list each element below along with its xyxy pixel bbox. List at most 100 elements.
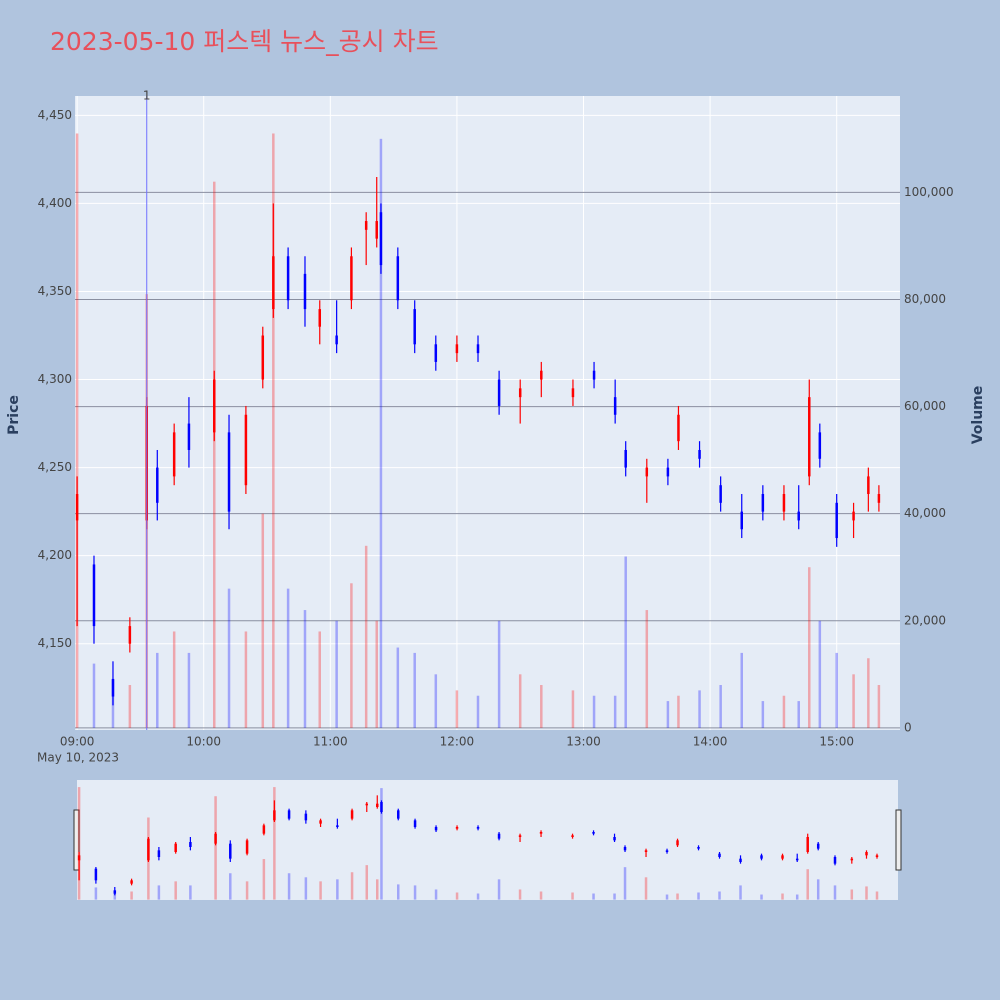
mini-volume-bar [623,867,627,900]
mini-volume-bar [319,881,322,900]
volume-bar [434,674,438,728]
volume-bar [318,631,322,728]
mini-candle-body [613,837,616,841]
mini-volume-bar [875,891,879,900]
y-tick-label: 4,300 [38,372,72,386]
mini-volume-bar [245,881,249,900]
candle-body [852,511,855,521]
mini-candle-body [214,833,217,844]
mini-candle-body [644,850,648,852]
slider-handle-left[interactable] [73,809,80,871]
mini-volume-bar [380,788,383,900]
volume-bar [835,652,838,728]
y2-tick-label: 40,000 [904,506,946,520]
candle-body [364,221,368,230]
volume-bar [92,663,96,728]
mini-volume-bar [455,892,459,900]
mini-candle-body [795,858,799,861]
volume-bar [571,690,575,728]
y2-tick-label: 100,000 [904,185,954,199]
candle-body [303,273,307,310]
volume-bar [740,652,744,728]
mini-candle-body [77,855,81,861]
mini-volume-bar [336,879,339,900]
mini-volume-bar [287,873,291,900]
x-date-label: May 10, 2023 [37,751,119,765]
mini-candle-body [229,843,232,859]
volume-bar [375,620,378,728]
volume-bar [455,690,459,728]
mini-volume-bar [539,891,543,900]
volume-bar [286,588,290,728]
mini-volume-bar [833,885,837,900]
mini-volume-bar [718,891,721,900]
candle-body [75,494,79,521]
candle-body [227,432,231,512]
mini-candle-body [592,832,595,834]
candle-body [455,344,459,354]
mini-candle-body [760,855,763,859]
candle-body [592,370,596,380]
mini-candle-body [94,868,98,881]
y-tick-label: 4,150 [38,636,72,650]
range-slider[interactable] [77,780,898,900]
volume-bar [213,181,216,728]
candle-body [111,678,115,697]
mini-volume-bar [189,885,192,900]
volume-bar [761,701,765,728]
mini-candle-body [833,857,837,864]
y-tick-label: 4,200 [38,548,72,562]
candle-body [624,449,627,468]
candle-body [213,379,216,433]
candle-body [797,511,800,521]
mini-volume-bar [130,891,133,900]
volume-bar [592,695,596,728]
volume-bar [645,610,649,728]
slider-handle-right[interactable] [895,809,902,871]
mini-candle-body [718,853,721,857]
mini-candle-body [476,827,480,829]
mini-volume-bar [697,892,700,900]
candle-body [350,256,353,301]
candle-body [497,379,501,406]
mini-volume-bar [365,865,369,900]
mini-candle-body [875,855,879,857]
y-tick-label: 4,450 [38,108,72,122]
candle-body [645,467,649,477]
mini-volume-bar [816,879,820,900]
volume-bar [877,685,881,728]
mini-candle-body [189,842,192,847]
mini-volume-bar [350,872,354,900]
volume-bar [379,138,383,728]
x-tick-label: 15:00 [819,735,854,749]
y-tick-label: 4,350 [38,284,72,298]
candle-body [540,370,543,380]
volume-bar [75,133,79,728]
candle-body [335,335,338,345]
volume-bar [540,685,543,728]
volume-bar [227,588,231,728]
mini-volume-bar [571,892,574,900]
x-tick-label: 13:00 [566,735,601,749]
mini-candle-body [273,810,276,821]
y2-axis-label: Volume [970,386,986,445]
chart-title: 2023-05-10 퍼스텍 뉴스_공시 차트 [50,27,439,56]
volume-bar [476,695,480,728]
mini-candle-body [304,813,308,821]
y-axis-label: Price [6,395,22,435]
volume-bar [613,695,617,728]
y2-tick-label: 80,000 [904,292,946,306]
candle-body [867,476,870,495]
mini-candle-body [434,827,438,831]
mini-volume-bar [413,885,417,900]
candle-body [818,432,822,459]
mini-candle-body [113,890,117,894]
volume-bar [808,567,811,728]
x-tick-label: 11:00 [313,735,348,749]
candle-body [808,397,811,477]
x-tick-label: 14:00 [693,735,728,749]
candle-body [128,626,132,644]
y-tick-label: 4,400 [38,196,72,210]
volume-bar [128,685,132,728]
candle-body [172,432,176,477]
